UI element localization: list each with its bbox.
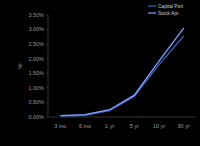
series-line <box>60 36 183 116</box>
y-tick-label: 3.50% <box>28 12 44 18</box>
y-tick <box>46 58 48 59</box>
y-tick-label: 1.50% <box>28 70 44 76</box>
x-tick-label: 3 mo <box>54 123 66 129</box>
y-tick <box>46 73 48 74</box>
y-tick-label: 3.00% <box>28 26 44 32</box>
x-tick-label: 30 yr <box>178 123 190 129</box>
legend-swatch <box>148 5 156 6</box>
legend-swatch <box>148 12 156 13</box>
x-tick-label: 5 yr <box>130 123 139 129</box>
y-tick <box>46 102 48 103</box>
y-tick-label: 0.00% <box>28 114 44 120</box>
legend-label: Stock Apr <box>158 11 179 16</box>
y-tick <box>46 117 48 118</box>
series-line <box>60 28 183 115</box>
y-tick <box>46 87 48 88</box>
y-tick <box>46 44 48 45</box>
y-tick <box>46 15 48 16</box>
y-axis-label: % <box>17 63 23 69</box>
x-tick-label: 6 mo <box>79 123 91 129</box>
y-tick-label: 0.50% <box>28 99 44 105</box>
legend-label: Capital Port <box>158 4 184 9</box>
x-tick-label: 10 yr <box>153 123 165 129</box>
chart: 0.00% 0.50% 1.00% 1.50% 2.00% 2.50% 3.00% 3.50%… <box>0 0 200 146</box>
x-tick-label: 1 yr <box>105 123 114 129</box>
x-axis <box>48 117 196 118</box>
y-tick-label: 1.00% <box>28 85 44 91</box>
y-tick-label: 2.00% <box>28 56 44 62</box>
y-tick-label: 2.50% <box>28 41 44 47</box>
y-tick <box>46 29 48 30</box>
y-axis <box>48 15 49 117</box>
plot-lines <box>60 28 183 116</box>
